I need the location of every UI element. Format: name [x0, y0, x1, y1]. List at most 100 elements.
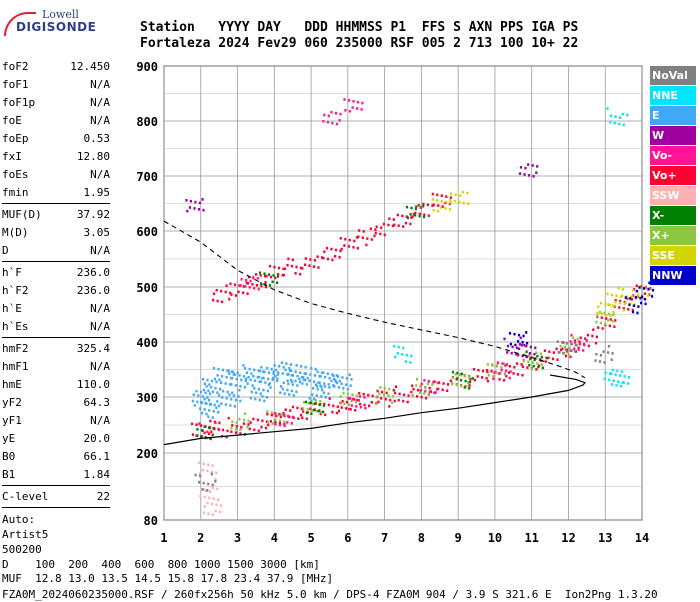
data-point-vo: [336, 405, 339, 408]
data-point-nnw: [651, 288, 655, 292]
data-point-e: [271, 376, 274, 380]
data-point-e: [254, 397, 257, 401]
param-name: yF2: [2, 396, 22, 409]
data-point-vo: [289, 409, 292, 412]
data-point-vo: [266, 412, 269, 416]
data-point-noval: [210, 472, 213, 476]
data-point-x: [247, 419, 250, 423]
data-point-vo: [231, 424, 234, 427]
data-point-vo: [255, 283, 259, 287]
data-point-vo: [551, 357, 555, 361]
data-point-x: [471, 377, 474, 380]
data-point-e: [301, 382, 304, 385]
data-point-e: [262, 376, 265, 380]
data-point-sse: [604, 302, 607, 306]
data-point-x: [405, 205, 409, 209]
polarization-legend: NoVal NNE E W Vo- Vo+ SSW X- X+ SSE NNW: [650, 66, 696, 286]
data-point-ssw: [203, 495, 206, 499]
param-row-he: h`E N/A: [2, 300, 110, 318]
data-point-w: [185, 199, 188, 202]
legend-item-nne: NNE: [650, 86, 696, 105]
data-point-sse: [439, 206, 442, 209]
data-point-vo: [516, 362, 519, 365]
data-point-x: [500, 365, 503, 369]
data-point-vo: [361, 101, 364, 105]
data-point-e: [316, 370, 319, 374]
data-point-vo: [497, 372, 500, 375]
data-point-vo: [387, 223, 390, 227]
data-point-x: [567, 352, 570, 356]
data-point-e: [287, 373, 290, 376]
data-point-e: [265, 396, 269, 399]
data-point-e: [226, 369, 229, 373]
param-value: N/A: [90, 78, 110, 91]
data-point-noval: [595, 353, 598, 356]
param-value: N/A: [90, 96, 110, 109]
data-point-w: [510, 351, 513, 355]
data-point-vo: [560, 348, 563, 352]
data-point-e: [306, 376, 309, 380]
data-point-vo: [230, 293, 233, 296]
data-point-e: [280, 385, 283, 388]
data-point-e: [336, 375, 340, 378]
data-point-x: [418, 391, 421, 394]
data-point-sse: [458, 200, 461, 204]
data-point-vo: [235, 425, 238, 428]
data-point-vo: [388, 405, 391, 408]
data-point-nne: [397, 345, 400, 349]
data-point-vo: [339, 249, 342, 253]
data-point-vo: [225, 284, 228, 287]
data-point-x: [522, 359, 525, 363]
data-point-vo: [349, 408, 352, 411]
param-name: h`F: [2, 266, 22, 279]
param-row-hme: hmE 110.0: [2, 376, 110, 394]
logo-line2: DIGISONDE: [16, 20, 97, 34]
data-point-vo: [404, 221, 407, 225]
data-point-vo: [564, 354, 568, 358]
data-point-vo: [224, 290, 227, 294]
param-row-yf1: yF1 N/A: [2, 412, 110, 430]
data-point-e: [319, 375, 322, 378]
data-point-e: [204, 401, 207, 405]
data-point-vo: [247, 275, 250, 279]
data-point-x: [564, 345, 567, 349]
data-point-e: [236, 371, 239, 374]
data-point-vo: [212, 298, 215, 302]
data-point-noval: [199, 474, 202, 478]
data-point-noval: [556, 340, 559, 343]
data-point-x: [267, 273, 271, 276]
data-point-ssw: [219, 504, 223, 507]
data-point-e: [333, 377, 336, 381]
data-point-e: [291, 380, 294, 383]
x-tick-label: 11: [524, 531, 538, 545]
data-point-vo: [309, 258, 312, 261]
y-tick-label: 300: [136, 391, 158, 405]
data-point-x: [339, 395, 342, 398]
data-point-vo: [312, 265, 316, 268]
data-point-e: [322, 371, 325, 374]
data-point-nne: [619, 385, 623, 388]
data-point-vo: [309, 407, 312, 411]
data-point-vo: [440, 194, 443, 197]
data-point-vo: [394, 391, 397, 395]
data-point-vo: [476, 375, 479, 378]
data-point-noval: [573, 350, 576, 353]
data-point-e: [201, 377, 205, 381]
data-point-x: [414, 213, 417, 217]
footer: D 100 200 400 600 800 1000 1500 3000 [km…: [2, 558, 658, 602]
data-point-x: [568, 346, 571, 350]
data-point-vo: [214, 421, 217, 424]
data-point-e: [281, 387, 284, 391]
data-point-x: [487, 374, 490, 377]
data-point-e: [282, 381, 285, 385]
data-point-x: [535, 351, 538, 355]
data-point-vo: [324, 413, 327, 417]
data-point-e: [346, 387, 349, 391]
data-point-vo: [419, 388, 422, 392]
data-point-sse: [607, 303, 610, 306]
data-point-vo: [353, 398, 356, 401]
param-row-d: D N/A: [2, 242, 110, 260]
data-point-vo: [595, 335, 598, 339]
data-point-vo: [286, 421, 289, 424]
data-point-e: [332, 384, 335, 387]
